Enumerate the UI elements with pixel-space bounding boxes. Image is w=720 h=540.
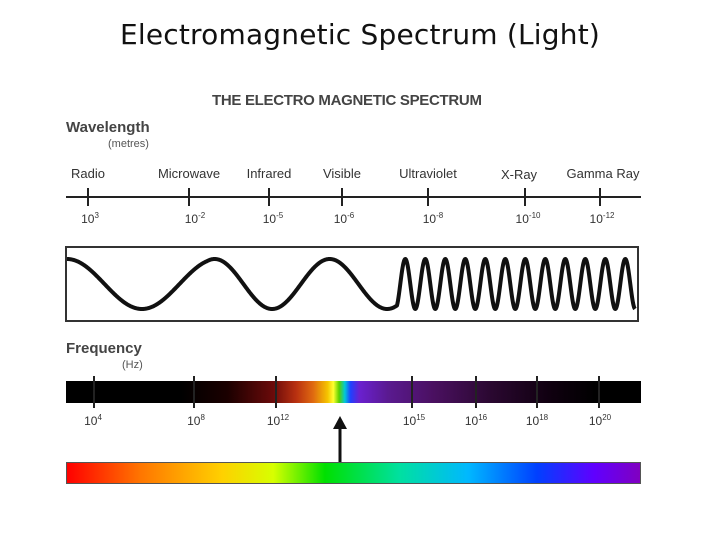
frequency-tick-label: 1012	[266, 413, 290, 428]
wavelength-tick	[188, 188, 190, 206]
frequency-color-bar	[66, 381, 641, 403]
frequency-tick-label: 108	[187, 413, 205, 428]
wavelength-axis-line	[66, 196, 641, 198]
diagram-title: THE ELECTRO MAGNETIC SPECTRUM	[212, 92, 482, 109]
wavelength-tick	[427, 188, 429, 206]
band-label-xray: X-Ray	[500, 167, 538, 182]
band-label-radio: Radio	[71, 166, 105, 181]
frequency-tick	[475, 376, 477, 408]
frequency-tick	[93, 376, 95, 408]
band-label-infrared: Infrared	[246, 166, 292, 181]
wavelength-tick	[524, 188, 526, 206]
wave-graphic	[67, 257, 637, 311]
wavelength-tick	[87, 188, 89, 206]
band-label-ultraviolet: Ultraviolet	[399, 166, 457, 181]
wavelength-tick-label: 10-12	[589, 211, 615, 226]
wavelength-tick	[341, 188, 343, 206]
band-label-microwave: Microwave	[157, 166, 221, 181]
frequency-heading: Frequency	[66, 340, 142, 357]
frequency-tick	[411, 376, 413, 408]
wavelength-tick-label: 10-8	[422, 211, 444, 226]
wavelength-tick-label: 10-6	[333, 211, 355, 226]
frequency-tick-label: 104	[84, 413, 102, 428]
visible-spectrum-bar	[66, 462, 641, 484]
frequency-tick	[193, 376, 195, 408]
wavelength-tick-label: 103	[81, 211, 99, 226]
visible-arrow-icon	[333, 416, 347, 462]
wave-line	[67, 257, 637, 311]
wavelength-heading: Wavelength	[66, 119, 150, 136]
wavelength-tick	[268, 188, 270, 206]
wavelength-tick-label: 10-10	[515, 211, 541, 226]
frequency-tick-label: 1016	[464, 413, 488, 428]
frequency-tick-label: 1018	[525, 413, 549, 428]
wavelength-tick-label: 10-5	[262, 211, 284, 226]
band-label-gamma-ray: Gamma Ray	[566, 166, 640, 181]
wavelength-unit: (metres)	[108, 138, 149, 150]
frequency-tick-label: 1015	[402, 413, 426, 428]
slide-title: Electromagnetic Spectrum (Light)	[119, 18, 601, 51]
band-label-visible: Visible	[322, 166, 362, 181]
wavelength-tick-label: 10-2	[184, 211, 206, 226]
frequency-tick	[598, 376, 600, 408]
wavelength-tick	[599, 188, 601, 206]
frequency-tick	[275, 376, 277, 408]
wave-panel	[65, 246, 639, 322]
frequency-tick-label: 1020	[588, 413, 612, 428]
frequency-tick	[536, 376, 538, 408]
frequency-unit: (Hz)	[122, 359, 143, 371]
